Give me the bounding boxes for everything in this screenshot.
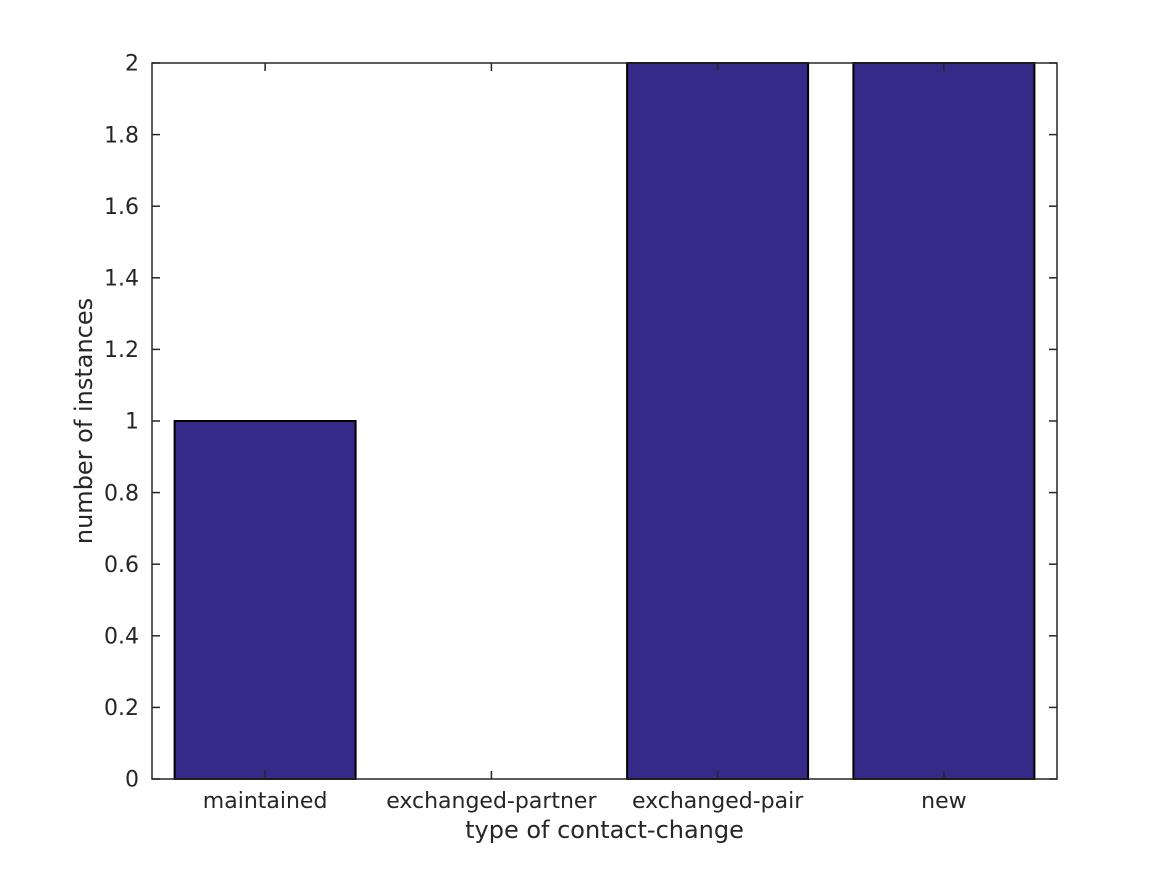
plot-border bbox=[151, 62, 1058, 780]
y-tick-label: 1.6 bbox=[104, 195, 139, 220]
bar-maintained bbox=[173, 420, 357, 780]
x-tick-label: exchanged-pair bbox=[632, 789, 804, 814]
y-axis-label: number of instances bbox=[70, 298, 98, 544]
x-tick-label: exchanged-partner bbox=[386, 789, 597, 814]
y-tick-label: 0.4 bbox=[104, 625, 139, 650]
x-axis-label: type of contact-change bbox=[465, 816, 744, 844]
y-tick-label: 1 bbox=[125, 410, 139, 435]
bar-new bbox=[852, 62, 1036, 780]
bar-exchanged-pair bbox=[626, 62, 810, 780]
x-tick-label: maintained bbox=[203, 789, 328, 814]
y-tick-label: 0.8 bbox=[104, 481, 139, 506]
y-tick-label: 1.4 bbox=[104, 267, 139, 292]
x-tick-label: new bbox=[921, 789, 966, 814]
y-tick-label: 0.6 bbox=[104, 553, 139, 578]
y-tick-label: 2 bbox=[125, 52, 139, 77]
y-tick-label: 0 bbox=[125, 768, 139, 793]
y-tick-label: 1.2 bbox=[104, 338, 139, 363]
y-tick-label: 0.2 bbox=[104, 696, 139, 721]
y-tick-label: 1.8 bbox=[104, 123, 139, 148]
